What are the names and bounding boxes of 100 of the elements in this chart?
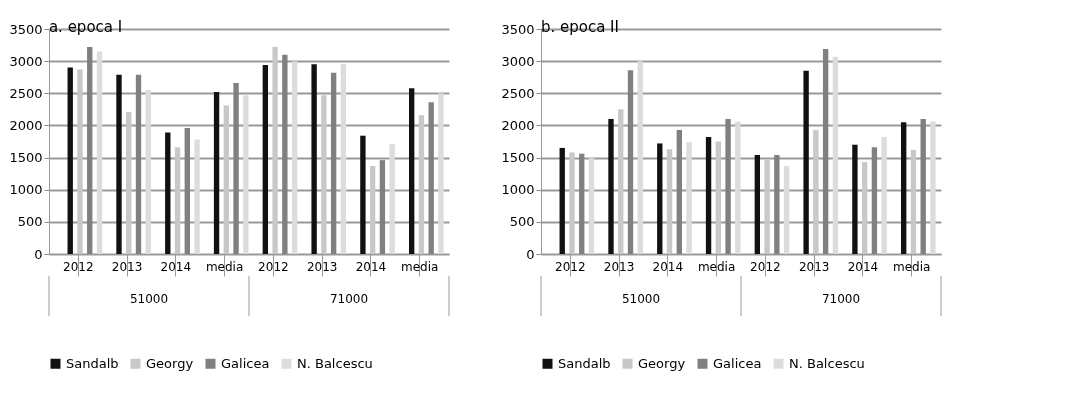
bar (705, 137, 712, 254)
x-tick-label: 2012 (750, 259, 781, 274)
legend-label: Georgy (638, 355, 686, 371)
bar (588, 158, 595, 254)
y-tick-label: 500 (17, 214, 43, 230)
x-tick-label: 2013 (306, 259, 338, 274)
bar (832, 56, 839, 254)
y-tick-label: 1500 (9, 150, 43, 166)
bar (282, 54, 288, 254)
x-tick-label: 2014 (160, 259, 192, 274)
bar (686, 142, 692, 254)
x-tick-label: media (205, 259, 244, 274)
bar (116, 74, 122, 254)
bar (438, 93, 444, 254)
bar (579, 153, 585, 254)
y-tick-label: 2000 (501, 117, 535, 133)
bar (77, 69, 83, 254)
y-tick-label: 0 (34, 246, 43, 262)
y-tick-label: 3000 (9, 53, 43, 69)
bar (389, 144, 395, 254)
bar (330, 72, 337, 254)
bar (813, 129, 819, 254)
bar (852, 144, 858, 254)
x-tick-label: 2014 (355, 259, 387, 274)
text: 71000 (329, 292, 369, 306)
chart-title: b. epoca II (540, 18, 619, 36)
text: 71000 (821, 292, 861, 306)
bar (627, 70, 634, 254)
bar (145, 90, 151, 254)
bar (666, 149, 673, 254)
bar (881, 137, 887, 254)
legend-label: Georgy (146, 355, 194, 371)
bar (174, 147, 181, 254)
bar (243, 95, 249, 254)
x-tick-label: 2012 (554, 259, 586, 274)
x-tick-label: media (401, 259, 439, 274)
y-tick-label: 3500 (9, 21, 43, 37)
bar (311, 64, 317, 254)
y-tick-label: 1500 (501, 150, 535, 166)
bar (262, 65, 269, 254)
x-tick-label: 2013 (798, 259, 830, 274)
y-tick-label: 2500 (501, 85, 535, 101)
bar (360, 135, 366, 254)
bar (165, 132, 171, 254)
legend-label: N. Balcescu (789, 355, 865, 371)
bar (783, 165, 790, 254)
bar (340, 64, 347, 254)
text: 51000 (621, 292, 661, 306)
bar (861, 162, 868, 254)
bar (126, 111, 132, 254)
x-tick-label: 2014 (847, 259, 879, 274)
bar (774, 155, 780, 254)
y-tick-label: 1000 (501, 182, 535, 198)
legend-label: Galicea (713, 355, 762, 371)
bar (369, 165, 376, 254)
legend-label: Sandalb (558, 355, 611, 371)
bar (910, 149, 917, 254)
bar (920, 119, 926, 254)
y-tick-label: 0 (526, 246, 535, 262)
bar (184, 128, 190, 254)
bar (223, 105, 229, 254)
chart-title: a. epoca I (48, 18, 123, 36)
bar (871, 147, 878, 254)
bar (321, 95, 327, 254)
bar (901, 122, 907, 254)
x-tick-label: 2014 (652, 259, 684, 274)
x-tick-label: media (697, 259, 736, 274)
legend-label: Sandalb (66, 355, 119, 371)
bar (272, 47, 278, 254)
text: 51000 (129, 292, 169, 306)
bar (194, 139, 200, 254)
bar (559, 147, 565, 254)
bar (418, 115, 425, 254)
y-tick-label: 2500 (9, 85, 43, 101)
bar (657, 143, 663, 254)
legend-label: Galicea (221, 355, 270, 371)
y-tick-label: 2000 (9, 117, 43, 133)
bar (822, 48, 829, 254)
y-tick-label: 3000 (501, 53, 535, 69)
bar (608, 119, 614, 254)
x-tick-label: 2013 (111, 259, 143, 274)
y-tick-label: 1000 (9, 182, 43, 198)
bar (735, 121, 741, 254)
bar (930, 121, 936, 254)
y-tick-label: 3500 (501, 21, 535, 37)
bar (715, 141, 721, 254)
bar (618, 109, 624, 254)
bar (754, 155, 761, 254)
bar (87, 47, 93, 254)
y-tick-label: 500 (509, 214, 535, 230)
bar (637, 61, 643, 254)
x-tick-label: 2013 (603, 259, 635, 274)
bar (725, 119, 731, 254)
x-tick-label: 2012 (258, 259, 289, 274)
bar (379, 160, 386, 254)
bar (569, 152, 575, 254)
x-tick-label: 2012 (62, 259, 94, 274)
legend-label: N. Balcescu (297, 355, 373, 371)
bar (96, 51, 103, 254)
bar (67, 67, 73, 254)
